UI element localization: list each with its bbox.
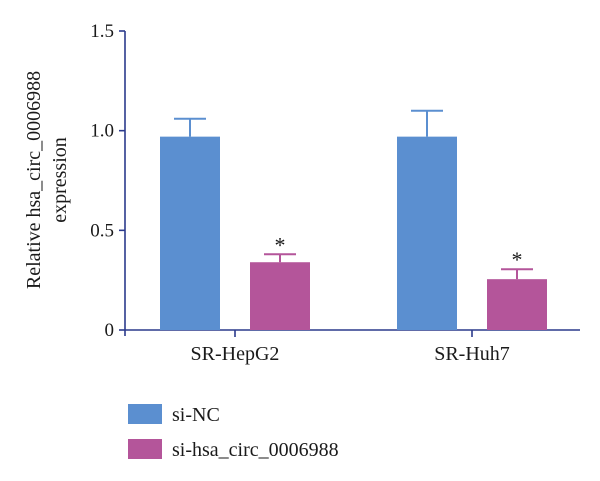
- significance-marker: *: [512, 247, 523, 272]
- legend-label: si-hsa_circ_0006988: [172, 439, 339, 461]
- significance-marker: *: [275, 232, 286, 257]
- y-tick-label: 1.5: [90, 21, 114, 42]
- bars: **: [160, 109, 547, 330]
- x-categories: SR-HepG2 SR-Huh7: [191, 330, 510, 365]
- legend: si-NC si-hsa_circ_0006988: [128, 404, 339, 461]
- y-tick-label: 1.0: [90, 121, 114, 142]
- bar: [397, 136, 457, 330]
- y-tick-label: 0: [105, 320, 115, 341]
- y-ticks: 0 0.5 1.0 1.5: [90, 21, 125, 341]
- y-tick-label: 0.5: [90, 220, 114, 241]
- legend-swatch: [128, 439, 162, 459]
- bar: [250, 262, 310, 330]
- x-category-label: SR-HepG2: [191, 343, 280, 365]
- legend-label: si-NC: [172, 404, 220, 426]
- bar: [160, 136, 220, 330]
- y-axis-label-line-2: expression: [49, 137, 71, 223]
- bar: [487, 279, 547, 330]
- y-axis-label: Relative hsa_circ_0006988 expression: [23, 71, 71, 289]
- y-axis-label-line-1: Relative hsa_circ_0006988: [23, 71, 45, 289]
- x-category-label: SR-Huh7: [434, 343, 510, 365]
- legend-swatch: [128, 404, 162, 424]
